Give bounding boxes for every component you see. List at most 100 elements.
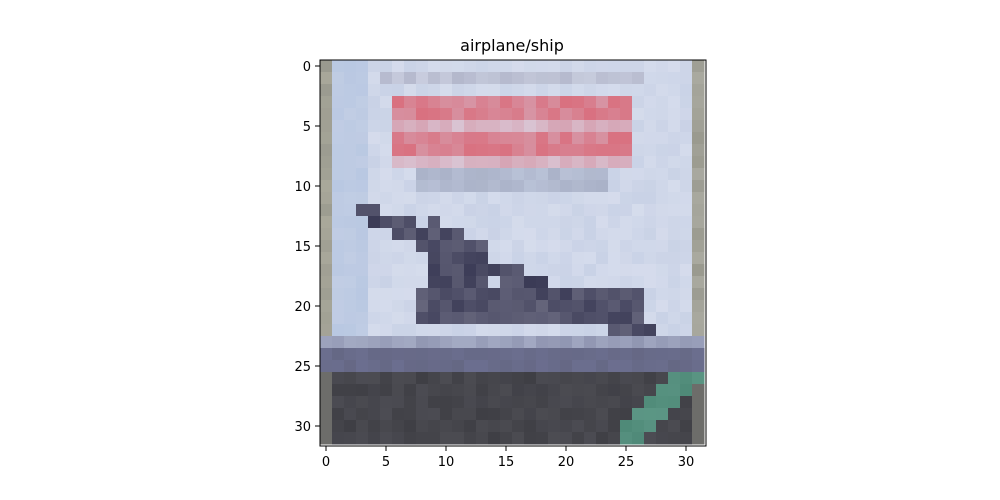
image-pixel — [500, 240, 513, 253]
image-pixel — [380, 348, 393, 361]
image-pixel — [560, 372, 573, 385]
image-pixel — [440, 360, 453, 373]
image-pixel — [644, 360, 657, 373]
image-pixel — [380, 396, 393, 409]
image-pixel — [644, 420, 657, 433]
image-pixel — [332, 396, 345, 409]
image-pixel — [680, 360, 693, 373]
image-pixel — [332, 120, 345, 133]
image-pixel — [440, 336, 453, 349]
image-pixel — [344, 132, 357, 145]
image-pixel — [392, 252, 405, 265]
image-pixel — [536, 216, 549, 229]
image-pixel — [404, 240, 417, 253]
image-pixel — [656, 348, 669, 361]
image-pixel — [500, 228, 513, 241]
image-pixel — [656, 156, 669, 169]
image-pixel — [368, 300, 381, 313]
image-pixel — [632, 204, 645, 217]
image-pixel — [548, 108, 561, 121]
image-pixel — [428, 360, 441, 373]
image-pixel — [368, 324, 381, 337]
image-pixel — [368, 156, 381, 169]
image-pixel — [668, 192, 681, 205]
image-pixel — [692, 204, 705, 217]
image-pixel — [320, 264, 333, 277]
image-pixel — [584, 432, 597, 445]
image-pixel — [392, 276, 405, 289]
image-pixel — [440, 60, 453, 73]
image-pixel — [548, 216, 561, 229]
image-pixel — [356, 192, 369, 205]
image-pixel — [608, 192, 621, 205]
image-pixel — [440, 348, 453, 361]
image-pixel — [512, 408, 525, 421]
image-pixel — [656, 324, 669, 337]
image-pixel — [380, 192, 393, 205]
image-pixel — [668, 96, 681, 109]
image-pixel — [632, 240, 645, 253]
image-pixel — [596, 408, 609, 421]
image-pixel — [320, 156, 333, 169]
image-pixel — [440, 96, 453, 109]
image-pixel — [632, 408, 645, 421]
image-pixel — [440, 288, 453, 301]
image-pixel — [536, 252, 549, 265]
image-pixel — [668, 336, 681, 349]
image-pixel — [548, 144, 561, 157]
image-pixel — [344, 72, 357, 85]
image-pixel — [332, 204, 345, 217]
image-pixel — [404, 264, 417, 277]
image-pixel — [380, 264, 393, 277]
image-pixel — [512, 216, 525, 229]
image-pixel — [656, 252, 669, 265]
image-pixel — [320, 420, 333, 433]
image-pixel — [428, 180, 441, 193]
image-pixel — [608, 300, 621, 313]
image-pixel — [632, 384, 645, 397]
image-pixel — [332, 336, 345, 349]
image-pixel — [416, 300, 429, 313]
image-pixel — [416, 372, 429, 385]
image-pixel — [512, 312, 525, 325]
image-pixel — [692, 336, 705, 349]
image-pixel — [680, 120, 693, 133]
image-pixel — [584, 72, 597, 85]
image-pixel — [452, 276, 465, 289]
image-pixel — [644, 156, 657, 169]
image-pixel — [620, 228, 633, 241]
image-pixel — [608, 324, 621, 337]
image-pixel — [416, 168, 429, 181]
image-pixel — [668, 408, 681, 421]
image-pixel — [392, 408, 405, 421]
image-pixel — [416, 312, 429, 325]
image-pixel — [512, 192, 525, 205]
image-pixel — [536, 228, 549, 241]
image-pixel — [656, 420, 669, 433]
image-pixel — [632, 360, 645, 373]
image-pixel — [608, 312, 621, 325]
y-tick-0: 0 — [303, 60, 320, 75]
image-pixel — [452, 360, 465, 373]
image-pixel — [404, 252, 417, 265]
image-pixel — [452, 384, 465, 397]
image-pixel — [500, 372, 513, 385]
image-pixel — [572, 300, 585, 313]
image-pixel — [476, 240, 489, 253]
image-pixel — [656, 108, 669, 121]
image-pixel — [572, 384, 585, 397]
image-pixel — [476, 144, 489, 157]
image-pixel — [452, 60, 465, 73]
image-pixel — [644, 408, 657, 421]
image-pixel — [584, 312, 597, 325]
image-pixel — [500, 192, 513, 205]
image-pixel — [644, 312, 657, 325]
image-pixel — [356, 264, 369, 277]
image-pixel — [344, 300, 357, 313]
image-pixel — [440, 120, 453, 133]
image-pixel — [344, 144, 357, 157]
image-pixel — [356, 252, 369, 265]
image-pixel — [572, 408, 585, 421]
image-pixel — [632, 216, 645, 229]
image-pixel — [392, 228, 405, 241]
